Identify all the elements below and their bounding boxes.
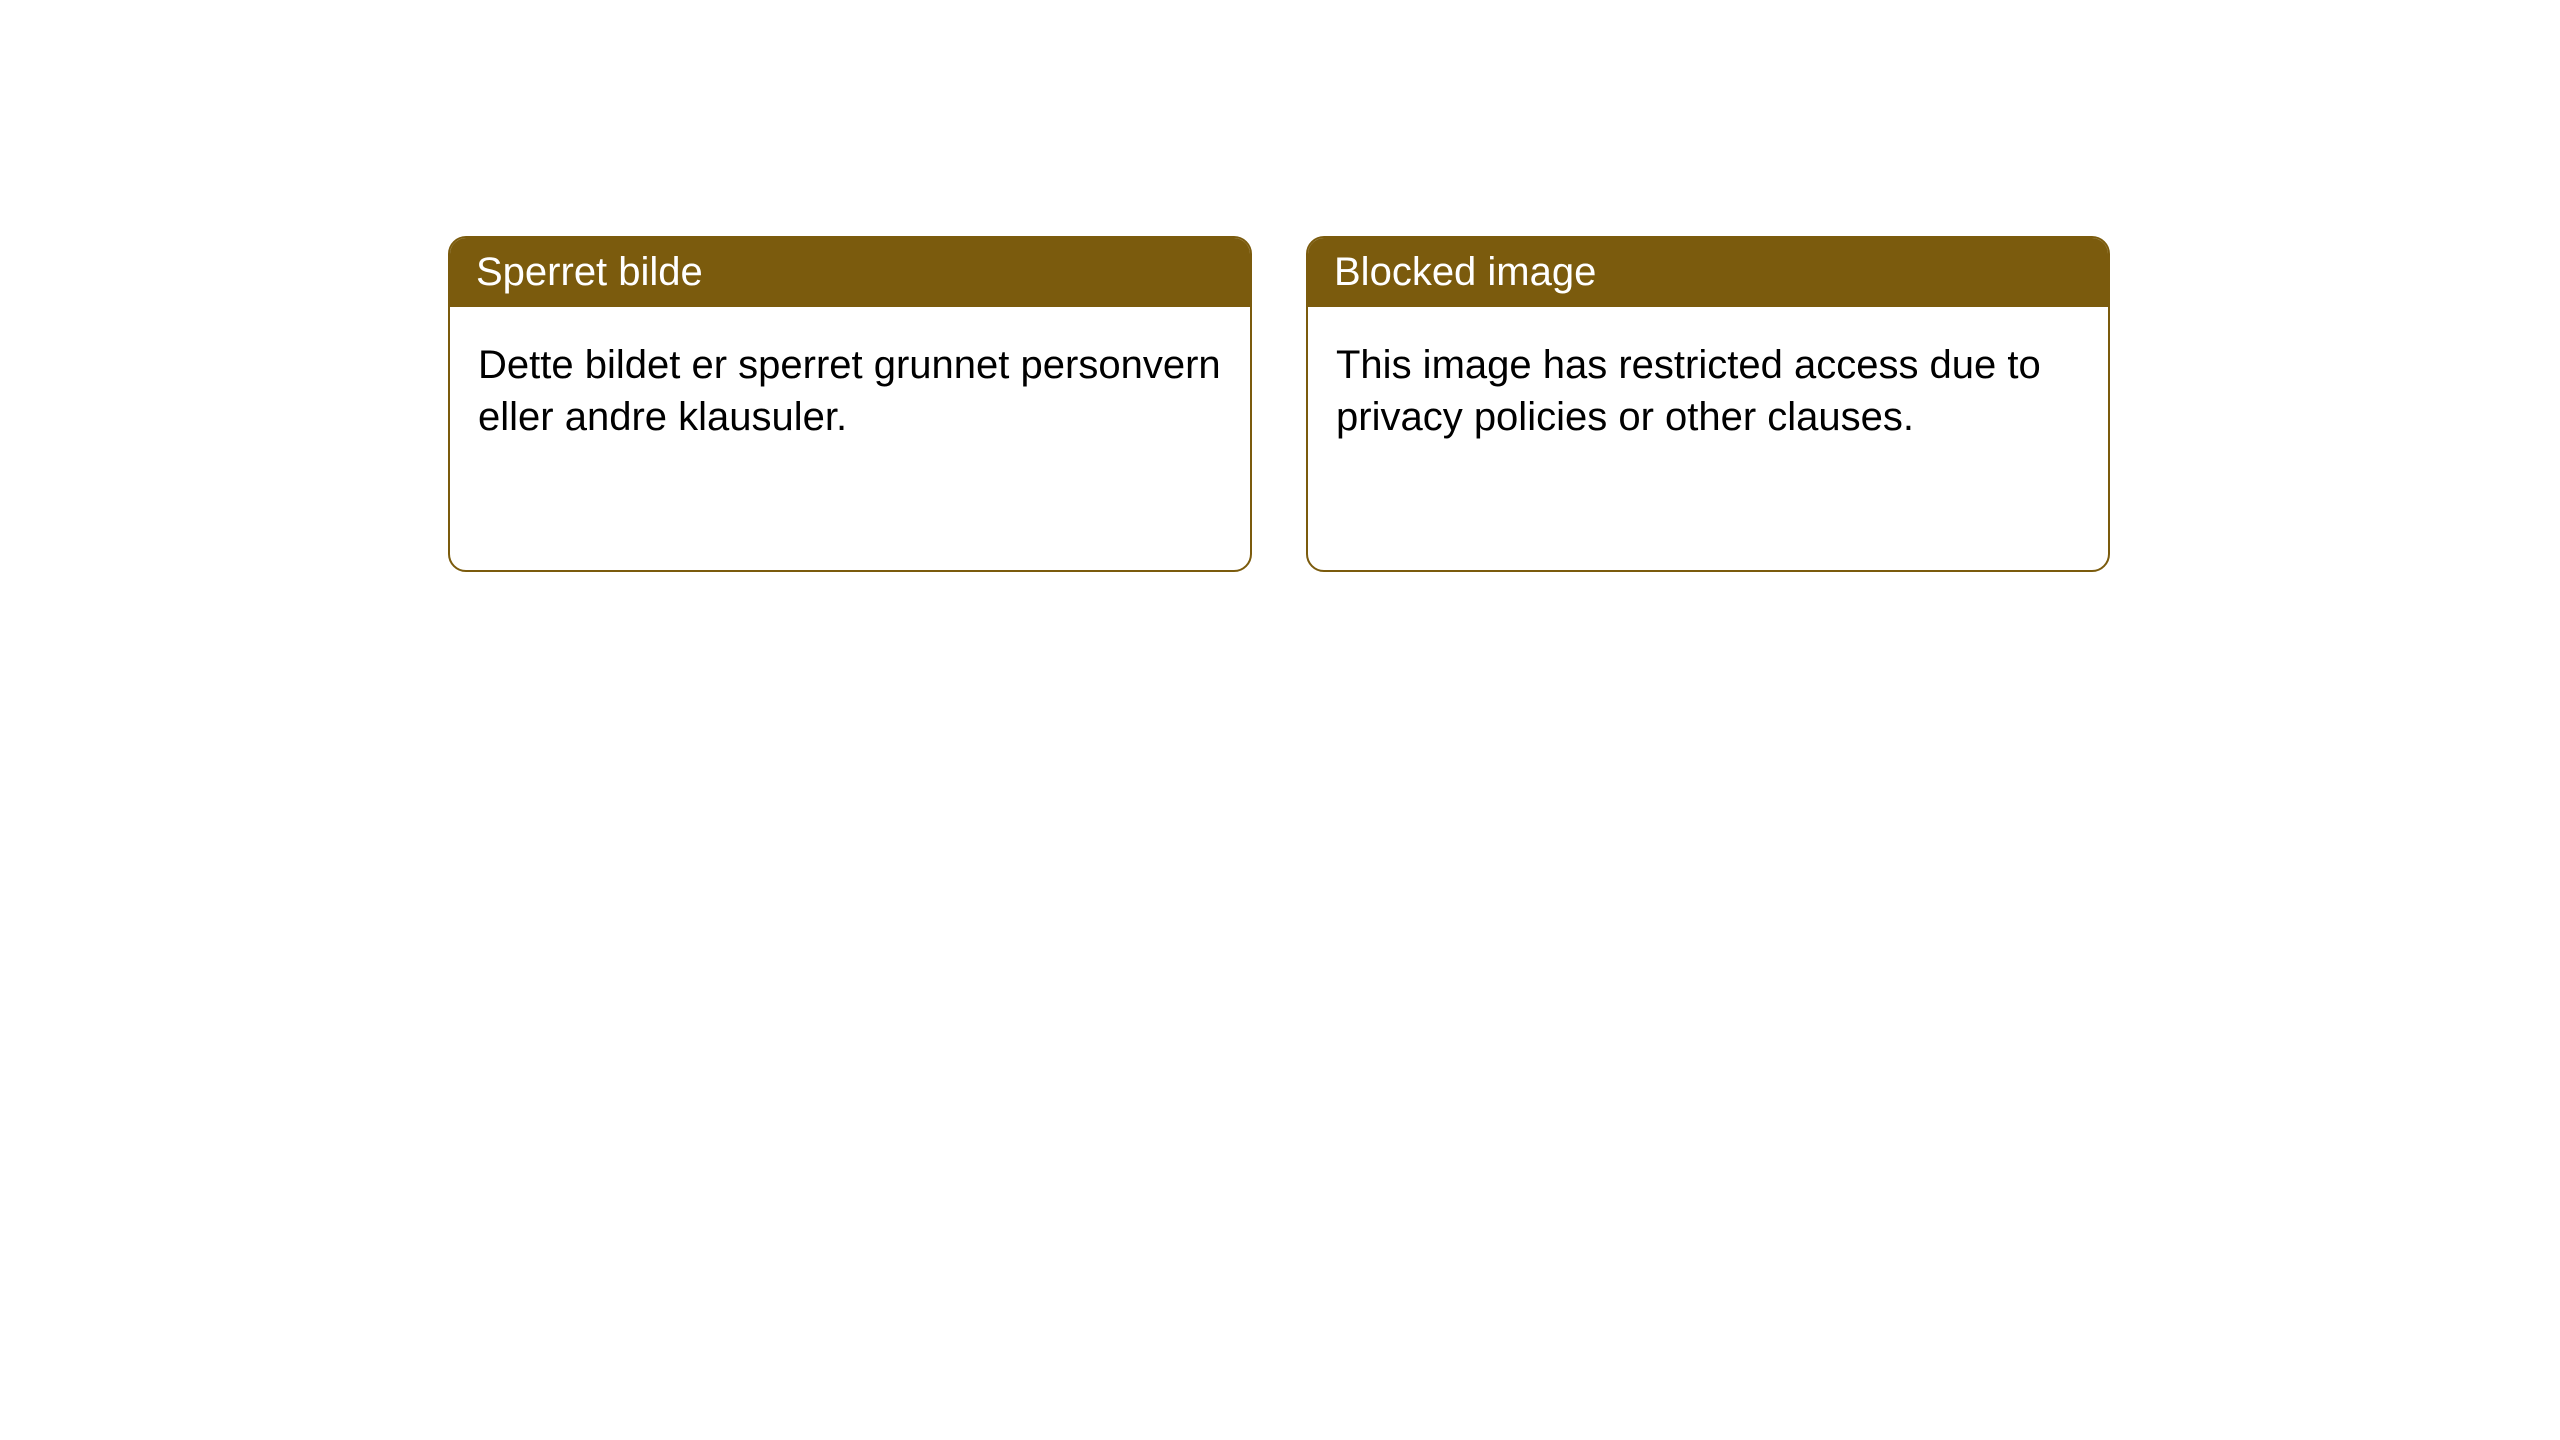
- notice-container: Sperret bilde Dette bildet er sperret gr…: [0, 0, 2560, 572]
- notice-box-english: Blocked image This image has restricted …: [1306, 236, 2110, 572]
- notice-body: Dette bildet er sperret grunnet personve…: [450, 307, 1250, 475]
- notice-header: Sperret bilde: [450, 238, 1250, 307]
- notice-body: This image has restricted access due to …: [1308, 307, 2108, 475]
- notice-box-norwegian: Sperret bilde Dette bildet er sperret gr…: [448, 236, 1252, 572]
- notice-header: Blocked image: [1308, 238, 2108, 307]
